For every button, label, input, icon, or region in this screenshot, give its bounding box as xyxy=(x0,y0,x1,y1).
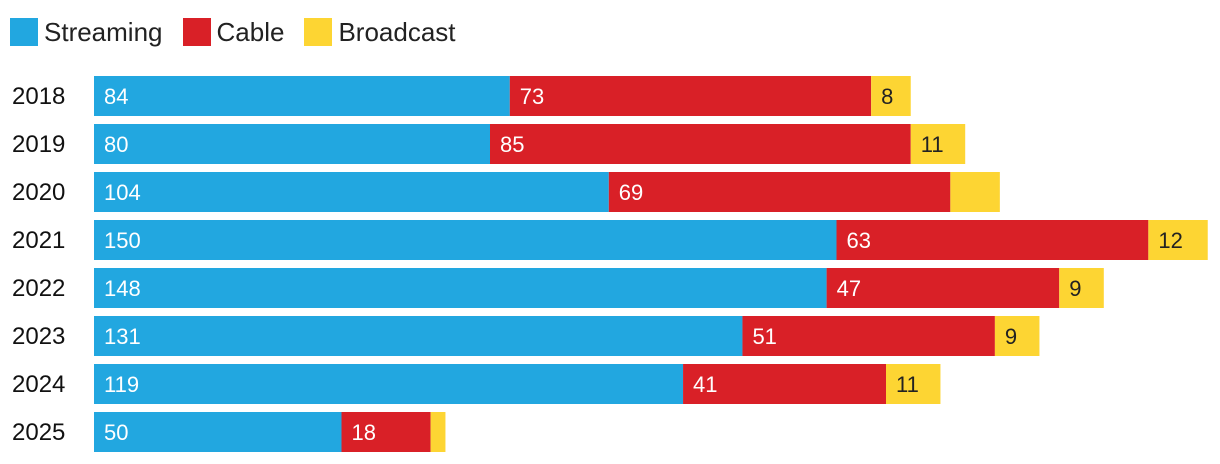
value-label-broadcast-2023: 9 xyxy=(1005,324,1017,349)
bar-streaming-2018 xyxy=(94,76,510,116)
legend-item-broadcast: Broadcast xyxy=(304,17,456,47)
bar-streaming-2023 xyxy=(94,316,743,356)
value-label-cable-2018: 73 xyxy=(520,84,544,109)
bar-streaming-2020 xyxy=(94,172,609,212)
year-label-2025: 2025 xyxy=(12,419,65,446)
value-label-streaming-2022: 148 xyxy=(104,276,141,301)
legend-swatch-broadcast xyxy=(304,18,333,46)
value-label-cable-2024: 41 xyxy=(693,372,717,397)
value-label-streaming-2020: 104 xyxy=(104,180,141,205)
value-label-cable-2022: 47 xyxy=(837,276,861,301)
legend-swatch-cable xyxy=(182,18,211,46)
bar-broadcast-2018 xyxy=(871,76,911,116)
value-label-cable-2020: 69 xyxy=(619,180,643,205)
bar-broadcast-2025 xyxy=(430,412,446,452)
year-label-2024: 2024 xyxy=(12,371,65,398)
value-label-cable-2023: 51 xyxy=(752,324,776,349)
chart-legend: Streaming Cable Broadcast xyxy=(10,18,476,46)
value-label-broadcast-2024: 11 xyxy=(896,372,919,397)
bar-broadcast-2021 xyxy=(1148,220,1208,260)
bar-streaming-2024 xyxy=(94,364,684,404)
legend-label-streaming: Streaming xyxy=(44,17,163,47)
bar-cable-2019 xyxy=(490,124,911,164)
year-label-2020: 2020 xyxy=(12,179,65,206)
bar-streaming-2019 xyxy=(94,124,490,164)
bar-broadcast-2022 xyxy=(1059,268,1104,308)
year-label-2018: 2018 xyxy=(12,83,65,110)
year-label-2019: 2019 xyxy=(12,131,65,158)
bar-broadcast-2020 xyxy=(950,172,1000,212)
value-label-cable-2019: 85 xyxy=(500,132,524,157)
year-label-2023: 2023 xyxy=(12,323,65,350)
legend-item-streaming: Streaming xyxy=(10,18,163,46)
bar-cable-2021 xyxy=(836,220,1149,260)
bar-cable-2024 xyxy=(683,364,886,404)
bar-cable-2022 xyxy=(826,268,1060,308)
legend-label-broadcast: Broadcast xyxy=(338,17,456,47)
bar-broadcast-2024 xyxy=(886,364,941,404)
value-label-cable-2025: 18 xyxy=(352,420,376,445)
value-label-streaming-2025: 50 xyxy=(104,420,128,445)
bar-streaming-2022 xyxy=(94,268,827,308)
value-label-streaming-2021: 150 xyxy=(104,228,141,253)
value-label-broadcast-2022: 9 xyxy=(1069,276,1081,301)
bar-cable-2025 xyxy=(341,412,431,452)
value-label-streaming-2024: 119 xyxy=(104,372,139,397)
bar-cable-2023 xyxy=(742,316,995,356)
legend-label-cable: Cable xyxy=(216,17,285,47)
legend-swatch-streaming xyxy=(10,18,38,46)
legend-item-cable: Cable xyxy=(182,17,285,47)
bar-streaming-2025 xyxy=(94,412,342,452)
value-label-streaming-2019: 80 xyxy=(104,132,128,157)
value-label-broadcast-2019: 11 xyxy=(921,132,944,157)
value-label-streaming-2018: 84 xyxy=(104,84,128,109)
bar-cable-2018 xyxy=(509,76,872,116)
value-label-cable-2021: 63 xyxy=(847,228,871,253)
value-label-broadcast-2018: 8 xyxy=(881,84,893,109)
bar-broadcast-2019 xyxy=(910,124,966,164)
value-label-streaming-2023: 131 xyxy=(104,324,141,349)
bar-broadcast-2023 xyxy=(994,316,1040,356)
year-label-2022: 2022 xyxy=(12,275,65,302)
year-label-2021: 2021 xyxy=(12,227,65,254)
bar-cable-2020 xyxy=(608,172,951,212)
bar-streaming-2021 xyxy=(94,220,837,260)
value-label-broadcast-2021: 12 xyxy=(1158,228,1182,253)
